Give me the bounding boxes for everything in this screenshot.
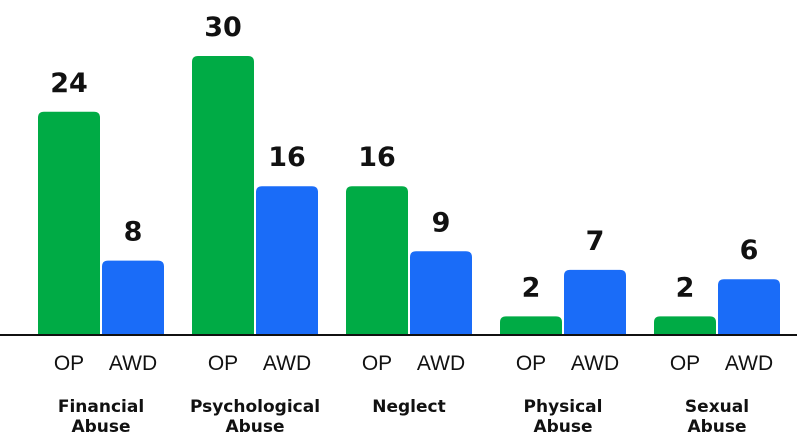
category-label-line-sexual-abuse-1: Sexual [685, 397, 749, 417]
value-label-physical-abuse-op: 2 [522, 272, 541, 303]
category-label-line-financial-abuse-2: Abuse [71, 417, 130, 437]
series-tick-label-psychological-abuse-awd: AWD [263, 352, 311, 375]
value-label-financial-abuse-awd: 8 [124, 217, 143, 248]
category-label-sexual-abuse: Sexual Abuse [685, 397, 749, 437]
bar-neglect-awd [410, 251, 472, 335]
category-label-line-sexual-abuse-2: Abuse [687, 417, 746, 437]
value-label-neglect-awd: 9 [432, 207, 451, 238]
category-label-line-neglect-1: Neglect [372, 397, 446, 417]
category-label-line-psychological-abuse-1: Psychological [190, 397, 320, 417]
bar-sexual-abuse-op [654, 316, 716, 335]
bars-layer [38, 56, 780, 335]
category-label-line-financial-abuse-1: Financial [58, 397, 144, 417]
series-tick-label-psychological-abuse-op: OP [208, 352, 238, 375]
series-tick-label-sexual-abuse-awd: AWD [725, 352, 773, 375]
series-tick-label-neglect-awd: AWD [417, 352, 465, 375]
category-label-line-psychological-abuse-2: Abuse [225, 417, 284, 437]
category-label-financial-abuse: Financial Abuse [58, 397, 144, 437]
series-tick-label-financial-abuse-awd: AWD [109, 352, 157, 375]
bar-psychological-abuse-awd [256, 186, 318, 335]
bar-financial-abuse-op [38, 111, 100, 335]
bar-physical-abuse-awd [564, 269, 626, 335]
category-label-neglect: Neglect [372, 397, 446, 417]
value-label-sexual-abuse-op: 2 [676, 272, 695, 303]
category-label-line-physical-abuse-1: Physical [524, 397, 603, 417]
series-tick-label-physical-abuse-awd: AWD [571, 352, 619, 375]
series-tick-label-physical-abuse-op: OP [516, 352, 546, 375]
category-label-physical-abuse: Physical Abuse [524, 397, 603, 437]
bar-financial-abuse-awd [102, 260, 164, 335]
value-label-neglect-op: 16 [358, 142, 396, 173]
value-label-financial-abuse-op: 24 [50, 68, 88, 99]
series-tick-label-neglect-op: OP [362, 352, 392, 375]
value-label-sexual-abuse-awd: 6 [740, 235, 759, 266]
series-tick-label-sexual-abuse-op: OP [670, 352, 700, 375]
bar-neglect-op [346, 186, 408, 335]
category-label-line-physical-abuse-2: Abuse [533, 417, 592, 437]
bar-sexual-abuse-awd [718, 279, 780, 335]
series-tick-label-financial-abuse-op: OP [54, 352, 84, 375]
value-label-physical-abuse-awd: 7 [586, 226, 605, 257]
bar-physical-abuse-op [500, 316, 562, 335]
bar-psychological-abuse-op [192, 56, 254, 335]
value-label-psychological-abuse-op: 30 [204, 12, 242, 43]
value-label-psychological-abuse-awd: 16 [268, 142, 306, 173]
category-label-psychological-abuse: Psychological Abuse [190, 397, 320, 437]
